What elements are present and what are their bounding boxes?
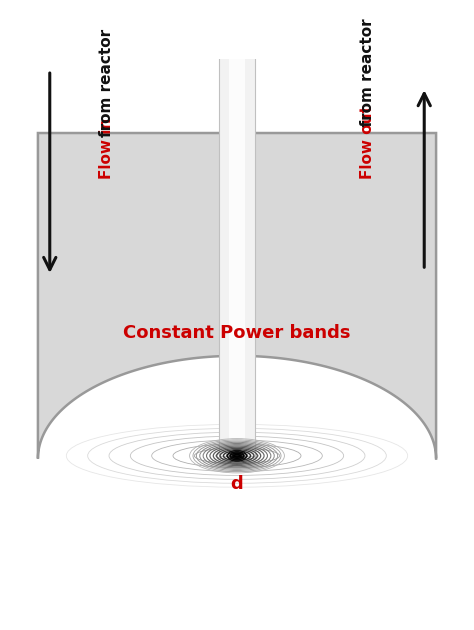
Text: Constant Power bands: Constant Power bands	[123, 324, 351, 342]
Ellipse shape	[230, 452, 244, 460]
Text: from reactor: from reactor	[99, 28, 114, 179]
Text: d: d	[231, 475, 243, 493]
Ellipse shape	[235, 454, 239, 457]
Ellipse shape	[228, 450, 246, 461]
Text: Flow in: Flow in	[99, 112, 114, 179]
Text: Flow out: Flow out	[360, 100, 375, 179]
Ellipse shape	[232, 453, 242, 459]
Text: from reactor: from reactor	[360, 18, 375, 179]
Polygon shape	[219, 30, 255, 455]
Polygon shape	[229, 30, 245, 455]
Polygon shape	[38, 133, 436, 459]
